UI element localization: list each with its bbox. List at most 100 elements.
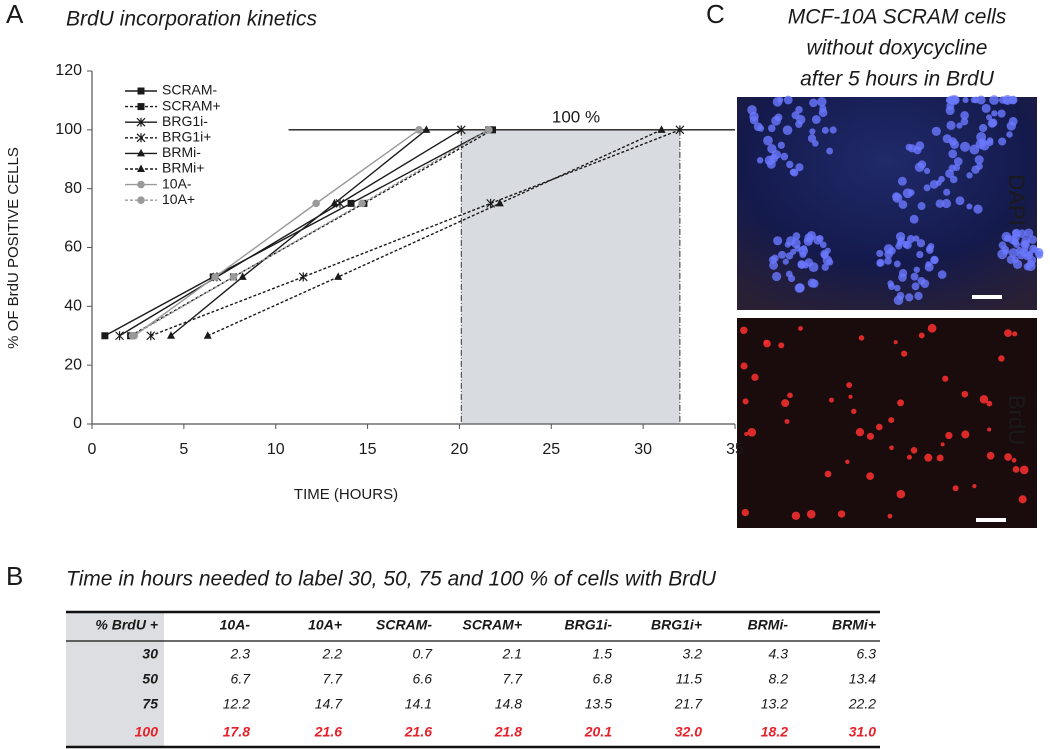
nucleus <box>1004 235 1011 242</box>
marker <box>347 199 355 207</box>
nucleus <box>784 419 790 424</box>
nucleus <box>763 135 773 146</box>
x-tick-label: 30 <box>634 441 652 458</box>
nucleus <box>821 126 829 134</box>
nucleus <box>986 451 995 460</box>
nucleus <box>978 123 988 133</box>
nucleus <box>816 235 824 243</box>
nucleus <box>942 134 952 144</box>
nucleus <box>998 241 1007 250</box>
panel-label: A <box>6 0 24 29</box>
nucleus <box>821 263 829 271</box>
nucleus <box>917 202 926 211</box>
nucleus <box>1004 453 1012 461</box>
table-cell: 7.7 <box>323 671 344 687</box>
nucleus <box>783 95 793 105</box>
nucleus <box>1023 252 1031 261</box>
nucleus <box>952 485 959 492</box>
marker <box>166 331 175 339</box>
table-cell: 21.6 <box>314 724 342 740</box>
nucleus <box>956 122 963 129</box>
nucleus <box>1018 495 1027 504</box>
nucleus <box>792 232 801 240</box>
nucleus <box>858 335 865 341</box>
nucleus <box>973 204 983 214</box>
nucleus <box>1002 97 1010 105</box>
nucleus <box>769 260 779 270</box>
nucleus <box>998 355 1005 362</box>
nucleus <box>772 96 783 107</box>
nucleus <box>986 114 993 121</box>
legend-label: SCRAM- <box>162 82 218 98</box>
nucleus <box>1012 465 1020 473</box>
table-cell: 8.2 <box>769 671 789 687</box>
table-shade <box>66 641 164 747</box>
marker <box>312 199 320 208</box>
legend-marker <box>136 117 146 127</box>
nucleus <box>772 271 782 282</box>
panel-label: C <box>706 0 725 29</box>
table-cell: 2.3 <box>230 646 251 662</box>
nucleus <box>876 249 884 258</box>
nucleus <box>961 430 970 439</box>
nucleus <box>771 150 781 160</box>
table-header: % BrdU + <box>95 617 158 633</box>
nucleus <box>924 453 933 462</box>
micrograph-panel <box>737 95 1044 528</box>
nucleus <box>740 362 748 370</box>
nucleus <box>950 139 960 149</box>
nucleus <box>917 277 926 285</box>
nucleus <box>744 431 749 436</box>
nucleus <box>771 115 781 126</box>
y-tick-label: 120 <box>55 62 82 79</box>
nucleus <box>972 483 977 489</box>
nucleus <box>924 262 934 272</box>
nucleus <box>1008 248 1019 258</box>
nucleus <box>913 266 920 273</box>
nucleus <box>976 95 986 105</box>
marker <box>334 272 343 280</box>
panel-label: B <box>6 561 23 591</box>
nucleus <box>955 196 965 206</box>
table-cell: 2.2 <box>322 646 343 662</box>
nucleus <box>884 257 892 265</box>
legend-label: BRG1i- <box>162 113 208 129</box>
nucleus <box>1023 263 1032 271</box>
table-header: 10A- <box>220 617 251 633</box>
legend-label: 10A+ <box>162 191 195 207</box>
y-tick-label: 20 <box>64 356 82 373</box>
nucleus <box>923 184 931 192</box>
table-cell: 13.4 <box>849 671 876 687</box>
table-cell: 13.5 <box>585 696 612 712</box>
marker <box>485 126 493 134</box>
nucleus <box>931 126 941 136</box>
nucleus <box>971 165 980 174</box>
nucleus <box>866 472 874 480</box>
marker <box>229 273 238 281</box>
nucleus <box>937 270 947 279</box>
table-cell: 31.0 <box>849 724 876 740</box>
table-cell: 14.1 <box>405 696 432 712</box>
table-cell: 20.1 <box>584 724 612 740</box>
nucleus <box>1021 239 1030 248</box>
legend-marker <box>136 133 146 143</box>
nucleus <box>798 326 803 331</box>
legend-marker <box>137 180 145 189</box>
table-cell: 14.8 <box>495 696 522 712</box>
table-header: BRG1i+ <box>651 617 702 633</box>
nucleus <box>751 373 759 382</box>
nucleus <box>991 110 998 117</box>
nucleus <box>848 394 853 399</box>
nucleus <box>914 291 923 301</box>
nucleus <box>778 342 785 349</box>
marker <box>456 125 466 135</box>
nucleus <box>930 255 939 265</box>
nucleus <box>781 399 790 408</box>
marker <box>330 198 339 207</box>
nucleus <box>942 375 949 382</box>
nucleus <box>905 143 913 151</box>
marker <box>675 125 685 135</box>
nucleus <box>846 382 853 389</box>
nucleus <box>966 203 973 210</box>
nucleus <box>753 122 763 132</box>
